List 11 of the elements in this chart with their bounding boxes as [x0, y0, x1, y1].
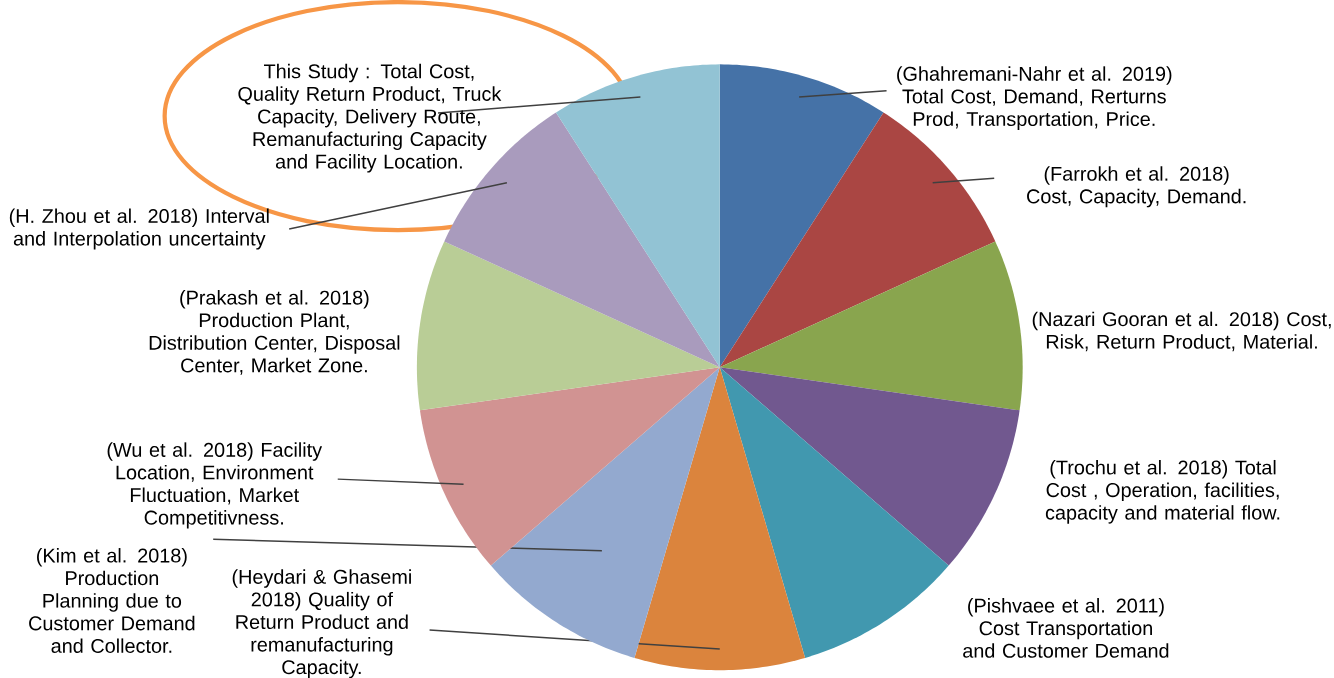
slice-label: (Nazari Gooran et al. 2018) Cost, Risk, Return Product, Material.: [1032, 311, 1331, 352]
slice-label: (Kim et al. 2018) Production Planning due to Customer Demand and Collector.: [29, 547, 195, 653]
slice-label: This Study : Total Cost, Quality Return Product, Truck Capacity, Delivery Route, Remanufacturing Capacity and Facility Location.: [238, 63, 502, 173]
slice-label: (Prakash et al. 2018) Production Plant, Distribution Center, Disposal Center, Market Zone.: [149, 290, 400, 375]
slice-label: (Pishvaee et al. 2011) Cost Transportation and Customer Demand: [963, 598, 1169, 658]
slice-label: (Farrokh et al. 2018) Cost, Capacity, Demand.: [1027, 166, 1246, 208]
slice-label: (Trochu et al. 2018) Total Cost , Operation, facilities, capacity and material flow.: [1045, 459, 1280, 524]
slice-label: (Wu et al. 2018) Facility Location, Environment Fluctuation, Market Competitivness.: [107, 442, 323, 529]
slice-label: (Ghahremani-Nahr et al. 2019) Total Cost, Demand, Rerturns Prod, Transportation, Price.: [897, 66, 1172, 130]
slice-label: (H. Zhou et al. 2018) Interval and Interpolation uncertainty: [9, 208, 269, 250]
slice-label: (Heydari & Ghasemi 2018) Quality of Return Product and remanufacturing Capacity.: [232, 569, 411, 678]
